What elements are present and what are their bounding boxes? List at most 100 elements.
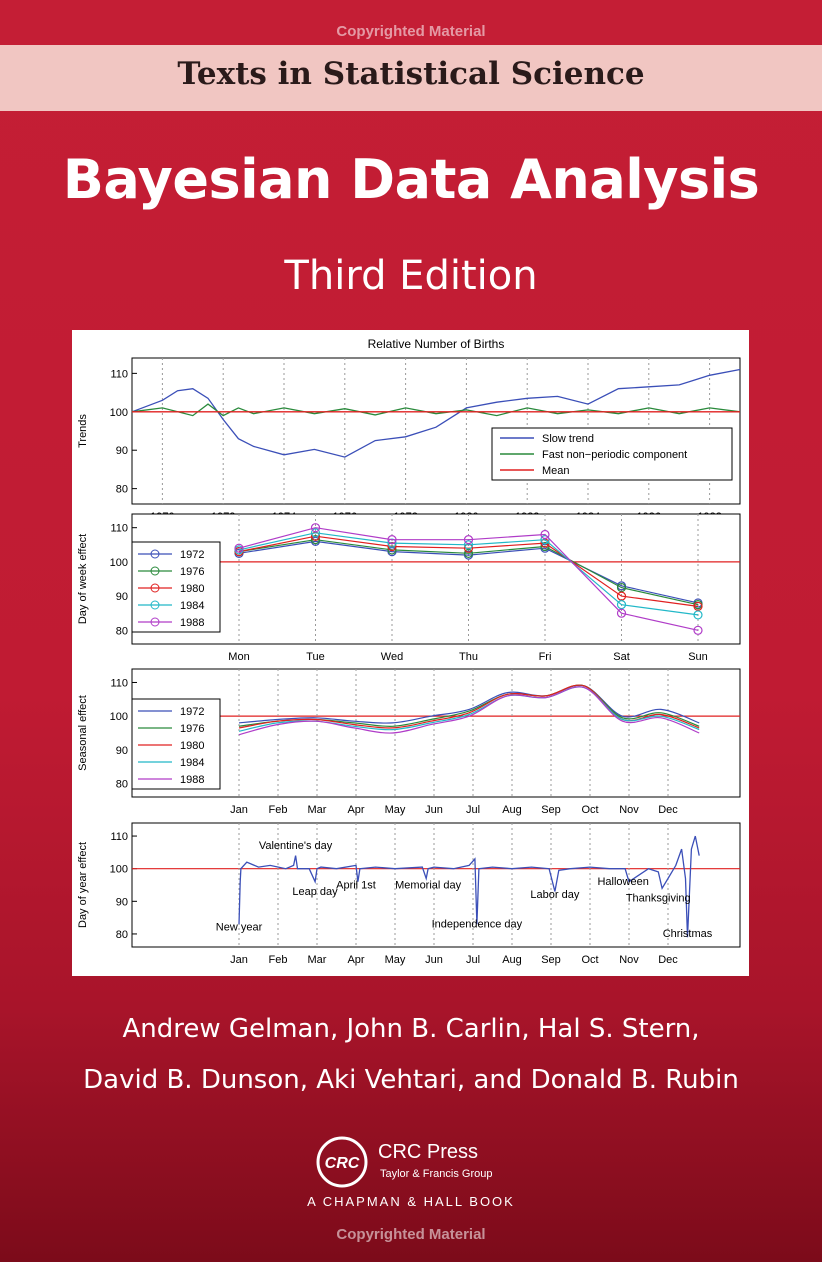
y-tick-label: 90 bbox=[116, 745, 128, 757]
y-tick-label: 110 bbox=[110, 523, 128, 535]
edition: Third Edition bbox=[284, 253, 538, 299]
legend-label: 1988 bbox=[180, 617, 204, 629]
y-tick-label: 100 bbox=[110, 557, 128, 569]
x-tick-label: Fri bbox=[539, 651, 552, 663]
x-tick-label: Feb bbox=[269, 804, 288, 816]
x-tick-label: May bbox=[385, 804, 406, 816]
annotation-label: Memorial day bbox=[395, 879, 462, 891]
chart-title: Relative Number of Births bbox=[368, 337, 505, 351]
data-point bbox=[463, 540, 474, 550]
data-point bbox=[310, 523, 321, 533]
legend-marker bbox=[150, 600, 160, 610]
crc-logo-text: CRC bbox=[325, 1155, 360, 1172]
annotation-label: Halloween bbox=[597, 876, 648, 888]
x-tick-label: Sat bbox=[613, 651, 630, 663]
y-axis-label: Day of year effect bbox=[77, 842, 89, 928]
x-tick-label: Tue bbox=[306, 651, 325, 663]
x-tick-label: Oct bbox=[581, 804, 598, 816]
watermark-bottom: Copyrighted Material bbox=[336, 1226, 486, 1243]
x-tick-label: Apr bbox=[347, 954, 364, 966]
watermark-top: Copyrighted Material bbox=[336, 23, 486, 40]
legend-box bbox=[131, 541, 221, 633]
series-line-1984 bbox=[238, 532, 699, 616]
y-tick-label: 110 bbox=[110, 831, 128, 843]
legend-box bbox=[131, 698, 221, 790]
y-tick-label: 100 bbox=[110, 407, 128, 419]
panel-frame bbox=[131, 513, 741, 645]
x-tick-label: Jan bbox=[230, 804, 248, 816]
publisher-name: CRC Press bbox=[378, 1141, 479, 1163]
figure-panel: Relative Number of Births 80 90 100 110 Trend… bbox=[72, 330, 749, 976]
series-line-1 bbox=[131, 368, 741, 458]
series-line-1988 bbox=[238, 686, 700, 736]
x-tick-label: Sep bbox=[541, 954, 561, 966]
data-point bbox=[540, 535, 550, 545]
series-line-1972 bbox=[238, 684, 700, 724]
y-tick-label: 80 bbox=[116, 929, 128, 941]
x-tick-label: Jun bbox=[425, 954, 443, 966]
x-tick-label: Nov bbox=[619, 804, 639, 816]
data-point bbox=[387, 535, 397, 545]
y-tick-label: 80 bbox=[116, 625, 128, 637]
y-tick-label: 90 bbox=[116, 445, 128, 457]
authors-line-2: David B. Dunson, Aki Vehtari, and Donald… bbox=[83, 1065, 739, 1095]
legend-marker bbox=[150, 617, 160, 627]
legend-label: 1972 bbox=[180, 549, 204, 561]
data-point bbox=[234, 543, 244, 553]
data-point bbox=[693, 610, 703, 620]
annotation-label: Valentine's day bbox=[259, 840, 333, 852]
legend-label: 1976 bbox=[180, 566, 204, 578]
legend-label: 1972 bbox=[180, 706, 204, 718]
y-axis-label: Seasonal effect bbox=[77, 695, 89, 771]
legend-label: 1980 bbox=[180, 583, 204, 595]
publisher-subtitle: Taylor & Francis Group bbox=[380, 1168, 493, 1180]
series-title: Texts in Statistical Science bbox=[177, 56, 645, 92]
y-tick-label: 100 bbox=[110, 864, 128, 876]
x-tick-label: Feb bbox=[269, 954, 288, 966]
authors-line-1: Andrew Gelman, John B. Carlin, Hal S. St… bbox=[122, 1014, 700, 1044]
y-axis-label: Trends bbox=[77, 414, 89, 448]
data-point bbox=[463, 535, 474, 545]
legend-marker bbox=[150, 549, 160, 559]
legend-label: 1976 bbox=[180, 723, 204, 735]
x-tick-label: Mar bbox=[308, 954, 327, 966]
y-tick-label: 80 bbox=[116, 484, 128, 496]
panel-frame bbox=[131, 668, 741, 798]
x-tick-label: Oct bbox=[581, 954, 598, 966]
x-tick-label: Sun bbox=[688, 651, 708, 663]
annotation-label: Independence day bbox=[432, 918, 523, 930]
x-tick-label: Nov bbox=[619, 954, 639, 966]
x-tick-label: Dec bbox=[658, 804, 678, 816]
y-tick-label: 80 bbox=[116, 779, 128, 791]
legend-marker bbox=[150, 566, 160, 576]
annotation-label: April 1st bbox=[336, 879, 376, 891]
x-tick-label: Aug bbox=[502, 804, 522, 816]
x-tick-label: Jul bbox=[466, 954, 480, 966]
x-tick-label: Sep bbox=[541, 804, 561, 816]
y-axis-label: Day of week effect bbox=[77, 534, 89, 624]
series-line-1972 bbox=[238, 540, 699, 604]
annotation-label: New year bbox=[216, 922, 263, 934]
series-line-1988 bbox=[238, 527, 699, 631]
annotation-label: Thanksgiving bbox=[626, 892, 691, 904]
legend-label: 1984 bbox=[180, 600, 204, 612]
x-tick-label: Jan bbox=[230, 954, 248, 966]
crc-logo-icon: CRC bbox=[316, 1136, 368, 1188]
annotation-label: Christmas bbox=[663, 928, 713, 940]
data-point bbox=[693, 625, 703, 635]
legend-label: Slow trend bbox=[542, 433, 594, 445]
y-tick-label: 110 bbox=[110, 368, 128, 380]
legend-marker bbox=[150, 583, 160, 593]
legend-label: Fast non−periodic component bbox=[542, 449, 687, 461]
data-point bbox=[387, 538, 397, 548]
x-tick-label: Mar bbox=[308, 804, 327, 816]
series-line-day-of-year bbox=[238, 835, 700, 938]
legend-label: 1988 bbox=[180, 774, 204, 786]
x-tick-label: Wed bbox=[381, 651, 403, 663]
legend-label: 1980 bbox=[180, 740, 204, 752]
data-point bbox=[540, 529, 550, 540]
y-tick-label: 90 bbox=[116, 896, 128, 908]
x-tick-label: Thu bbox=[459, 651, 478, 663]
series-band bbox=[0, 45, 822, 111]
